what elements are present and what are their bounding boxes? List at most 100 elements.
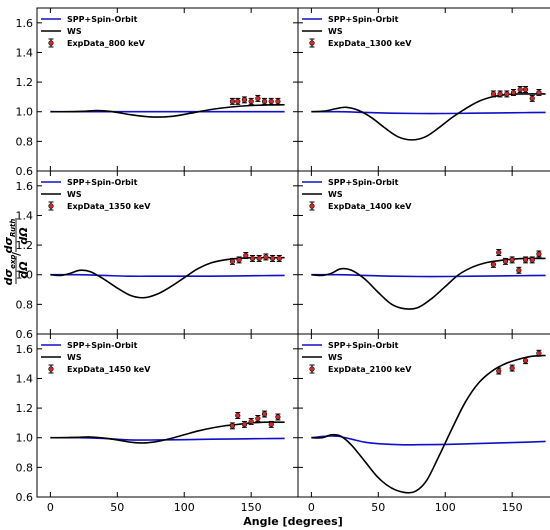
data-point (490, 91, 497, 97)
data-point (261, 411, 268, 417)
legend: SPP+Spin-Orbit WS ExpData_1450 keV (41, 341, 151, 374)
series-expdata (496, 349, 542, 375)
legend-label: WS (328, 353, 343, 362)
x-tick-label: 150 (502, 501, 523, 514)
data-point (536, 251, 542, 257)
y-tick-label: 1.6 (16, 17, 34, 30)
y-tick-label: 0.6 (16, 491, 34, 504)
x-tick-label: 50 (371, 501, 385, 514)
data-point (248, 98, 254, 104)
y-axis-title: dσexp dΩ dσRuth dΩ / (2, 218, 30, 285)
series-expdata (490, 249, 542, 274)
legend: SPP+Spin-Orbit WS ExpData_800 keV (41, 15, 146, 48)
legend-label: WS (67, 190, 82, 199)
y-tick-label: 1.4 (16, 372, 34, 385)
legend-marker (309, 203, 315, 209)
data-point (229, 98, 236, 104)
plot-area (37, 8, 298, 171)
legend-label: WS (67, 27, 82, 36)
data-point (263, 254, 269, 260)
y-tick-label: 1.0 (16, 432, 34, 445)
legend-label: SPP+Spin-Orbit (67, 178, 138, 187)
legend: SPP+Spin-Orbit WS ExpData_1400 keV (302, 178, 412, 211)
data-point (510, 89, 517, 96)
series-line-spp (311, 273, 546, 278)
legend-label: SPP+Spin-Orbit (67, 341, 138, 350)
x-axis-title: Angle [degrees] (243, 515, 342, 528)
panel-top-left: 0.6 0.8 1.0 1.2 1.4 1.6 SPP+Spin-Orbit WS ExpDat… (16, 7, 299, 178)
data-point (496, 249, 502, 256)
data-point (241, 97, 248, 103)
data-point (536, 350, 542, 356)
data-point (255, 415, 261, 422)
series-line-ws (311, 354, 546, 494)
panel-middle-left: 0.6 0.8 1.0 1.2 1.4 1.6 SPP+Spin-Orbit WS ExpDat… (16, 170, 299, 341)
legend-label: SPP+Spin-Orbit (328, 15, 399, 24)
y-tick-label: 1.6 (16, 180, 34, 193)
legend-label: WS (328, 190, 343, 199)
data-point (261, 98, 268, 104)
panel-middle-right: SPP+Spin-Orbit WS ExpData_1400 keV (297, 170, 550, 335)
series-line-spp (50, 436, 285, 441)
legend-label: WS (67, 353, 82, 362)
panel-bottom-left: 0.6 0.8 1.0 1.2 1.4 1.6 0 50 100 150 SPP+Spin-Orbi… (16, 333, 299, 514)
series-expdata (229, 94, 281, 105)
legend-marker (48, 366, 54, 372)
y-tick-label: 1.2 (16, 239, 34, 252)
data-point (229, 423, 236, 429)
y-num-sigma: dσ (2, 268, 15, 285)
data-point (243, 252, 249, 259)
y-tick-label: 1.4 (16, 209, 34, 222)
data-point (236, 257, 242, 263)
data-point (268, 98, 274, 104)
legend-label: ExpData_1400 keV (328, 202, 412, 211)
data-point (276, 255, 282, 262)
plot-area (298, 334, 550, 497)
y-tick-label: 1.4 (16, 46, 34, 59)
data-point (490, 261, 497, 267)
data-point (256, 255, 262, 262)
legend-marker (309, 40, 315, 46)
plot-area (298, 8, 550, 171)
data-point (497, 91, 503, 97)
legend-label: ExpData_1450 keV (67, 365, 151, 374)
data-point (522, 358, 529, 364)
legend-label: ExpData_1350 keV (67, 202, 151, 211)
data-point (502, 258, 509, 264)
data-point (275, 98, 281, 104)
data-point (509, 365, 515, 371)
y-tick-label: 0.6 (16, 165, 34, 178)
data-point (522, 86, 529, 93)
plot-area (298, 171, 550, 334)
y-axis-title-slash: / (10, 251, 23, 256)
x-tick-label: 0 (308, 501, 315, 514)
legend-label: SPP+Spin-Orbit (328, 341, 399, 350)
x-tick-label: 0 (47, 501, 54, 514)
y-tick-label: 0.8 (16, 461, 34, 474)
series-line-spp (311, 110, 546, 115)
y-axis-title-denominator: dΩ (17, 261, 30, 278)
data-point (522, 257, 529, 263)
legend-label: SPP+Spin-Orbit (328, 178, 399, 187)
y-tick-label: 1.0 (16, 269, 34, 282)
legend-label: ExpData_800 keV (67, 39, 146, 48)
y-inner-sub: Ruth (9, 219, 17, 237)
data-point (235, 412, 241, 419)
data-point (517, 86, 523, 93)
data-point (529, 257, 535, 263)
data-point (249, 255, 256, 262)
data-point (241, 421, 248, 427)
data-point (496, 368, 502, 374)
data-point (529, 95, 535, 101)
series-expdata (229, 410, 281, 430)
data-point (275, 414, 281, 420)
legend-marker (309, 366, 315, 372)
data-point (509, 257, 515, 263)
data-point (504, 91, 510, 97)
y-tick-label: 0.8 (16, 135, 34, 148)
data-point (255, 95, 261, 101)
series-line-ws (50, 103, 285, 118)
y-tick-label: 1.2 (16, 76, 34, 89)
legend: SPP+Spin-Orbit WS ExpData_2100 keV (302, 341, 412, 374)
